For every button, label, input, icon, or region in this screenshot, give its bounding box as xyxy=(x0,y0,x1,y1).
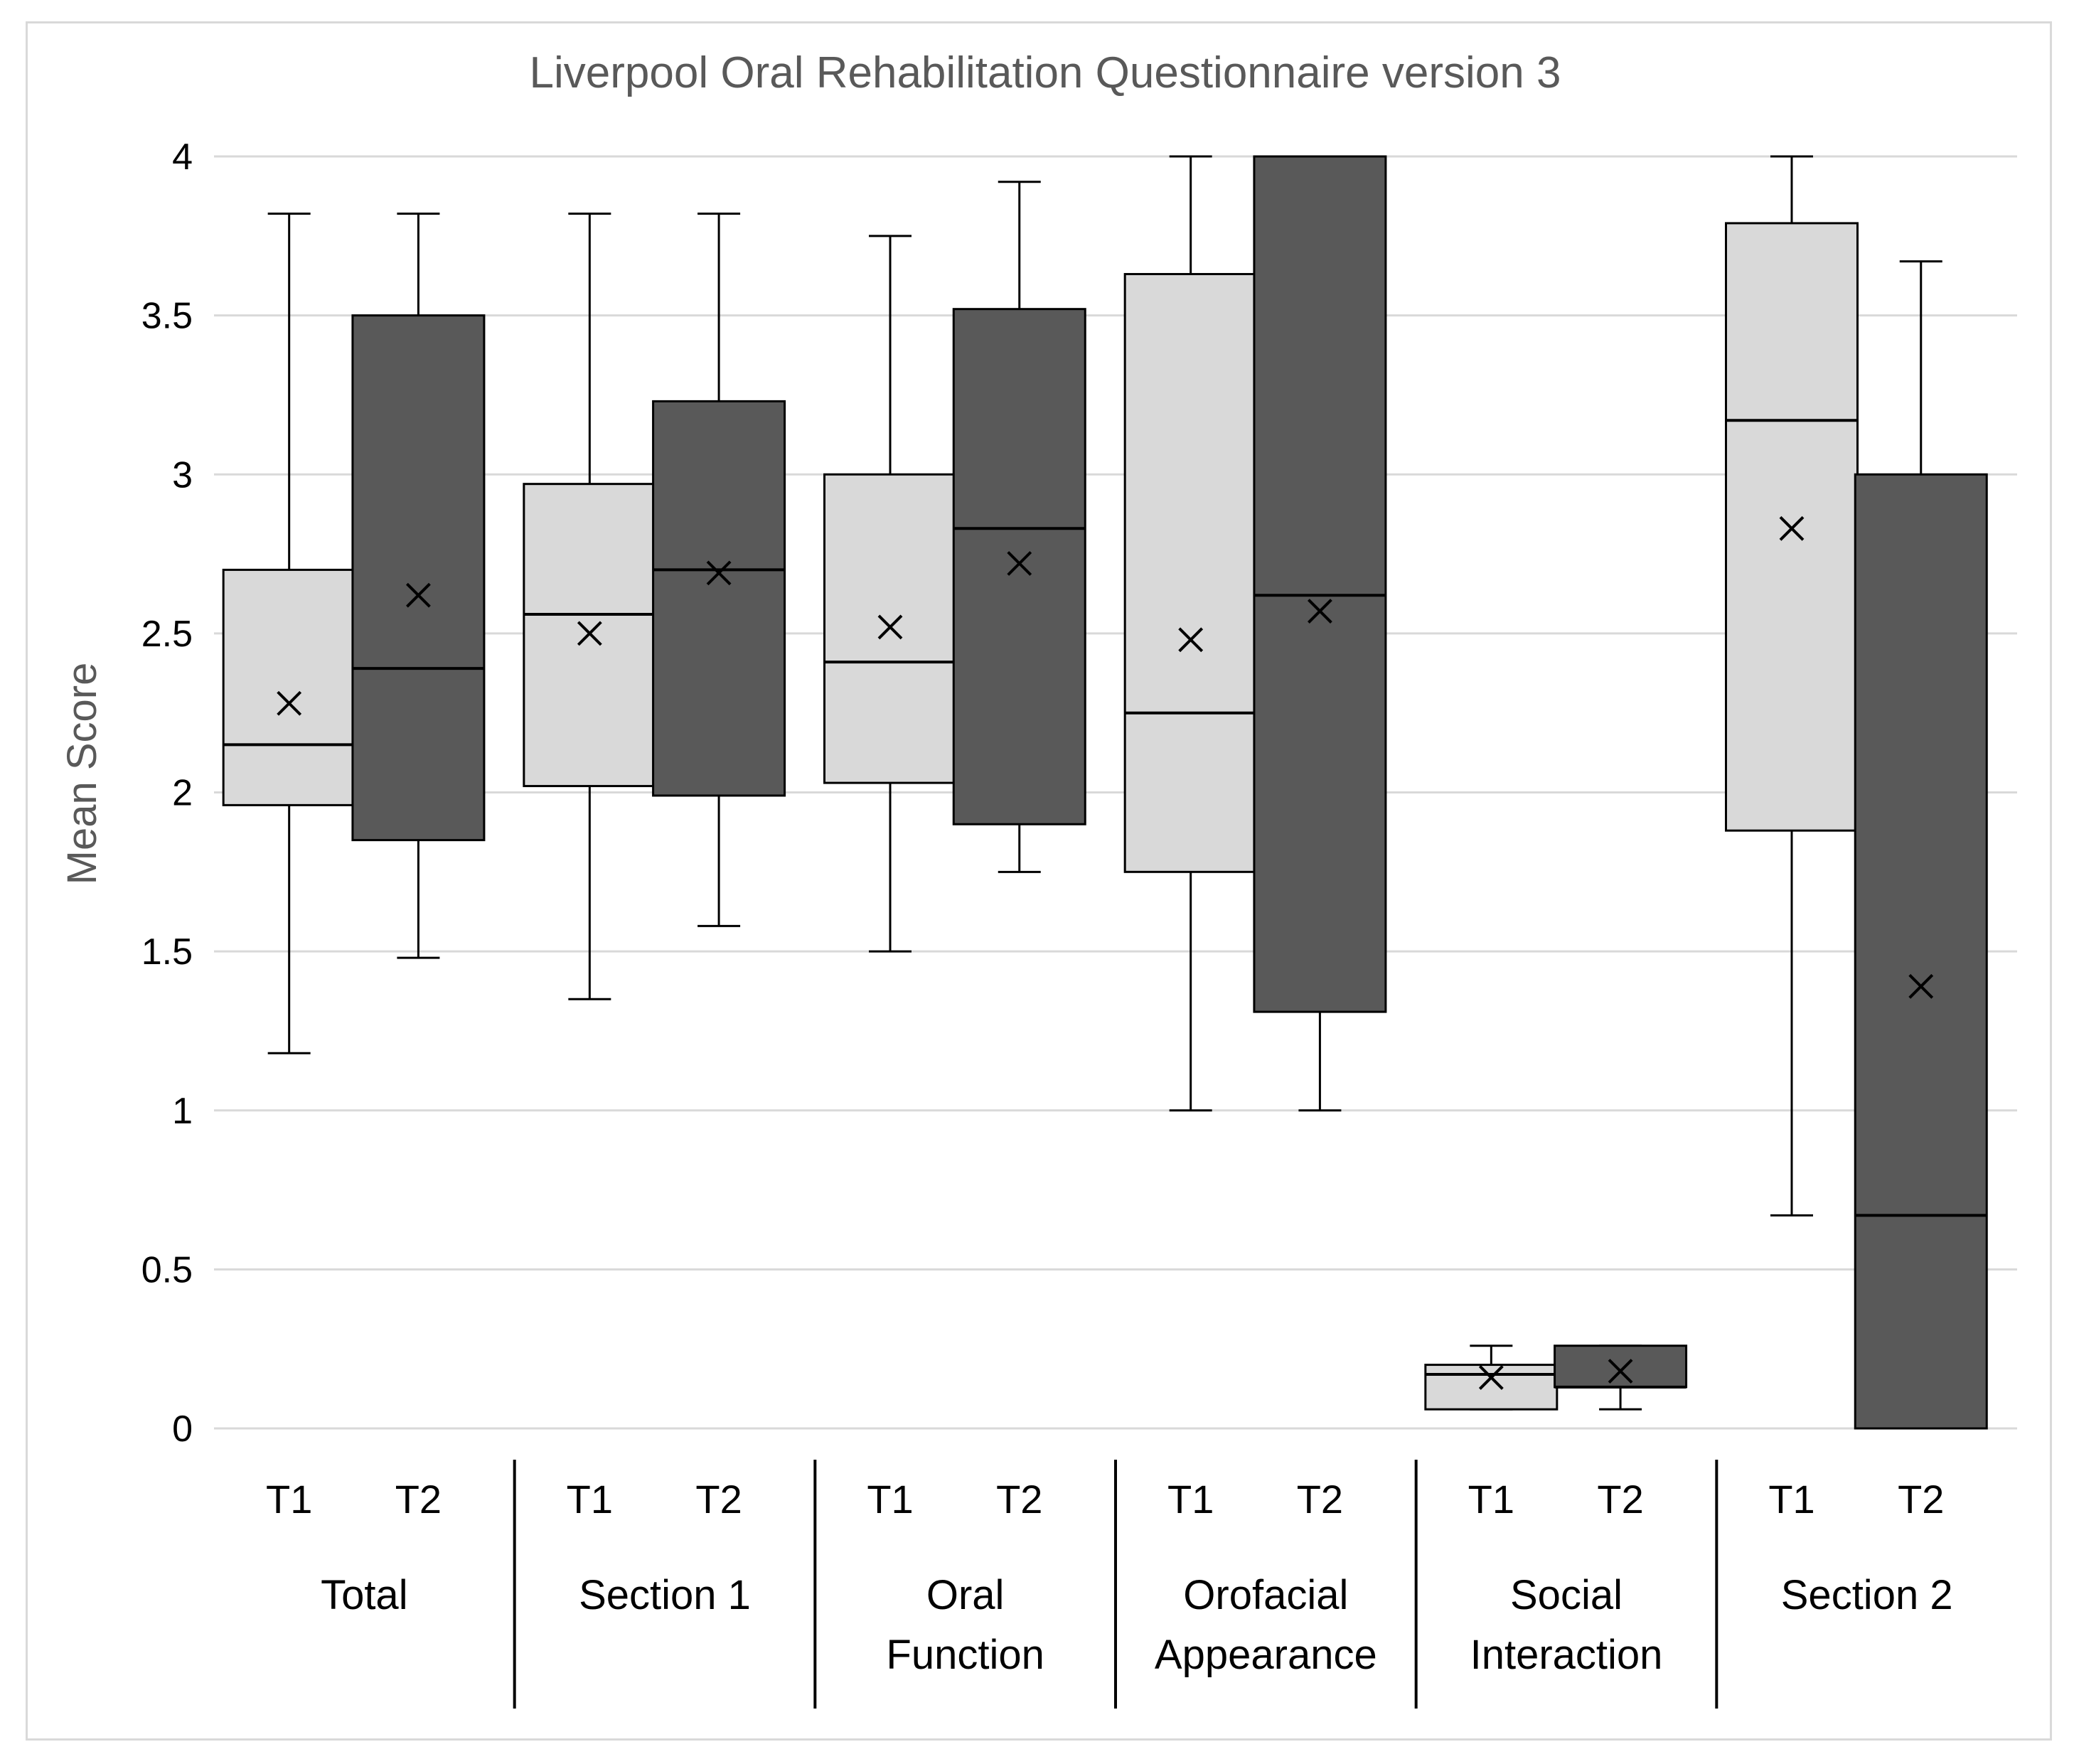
mean-marker-b xyxy=(1908,973,1934,999)
group-label-2-line-0: Oral xyxy=(926,1572,1005,1618)
category-label-4-T1: T1 xyxy=(1468,1477,1514,1522)
category-label-0-T1: T1 xyxy=(266,1477,312,1522)
mean-marker-b xyxy=(1779,515,1805,541)
category-label-1-T2: T2 xyxy=(695,1477,742,1522)
box-4-T1 xyxy=(1424,1345,1559,1411)
y-tick-label-3: 1.5 xyxy=(141,931,193,973)
y-tick-label-4: 2 xyxy=(172,773,193,814)
mean-marker-b xyxy=(1178,627,1204,653)
category-label-2-T2: T2 xyxy=(996,1477,1042,1522)
category-label-5-T1: T1 xyxy=(1768,1477,1814,1522)
chart-frame: Liverpool Oral Rehabilitation Questionna… xyxy=(26,21,2052,1741)
category-label-0-T2: T2 xyxy=(395,1477,442,1522)
category-label-5-T2: T2 xyxy=(1898,1477,1944,1522)
y-tick-label-7: 3.5 xyxy=(141,296,193,337)
group-label-1-line-0: Section 1 xyxy=(579,1572,751,1618)
boxes xyxy=(222,155,1988,1430)
box-2-T1 xyxy=(823,235,957,953)
gridlines xyxy=(214,155,2017,1430)
group-label-5-line-0: Section 2 xyxy=(1781,1572,1953,1618)
box-iqr xyxy=(1424,1364,1559,1411)
group-label-3-line-1: Appearance xyxy=(1155,1632,1377,1678)
box-iqr xyxy=(1123,272,1258,873)
box-iqr xyxy=(652,400,786,797)
category-label-3-T1: T1 xyxy=(1167,1477,1214,1522)
mean-marker-b xyxy=(277,690,302,716)
y-tick-label-5: 2.5 xyxy=(141,614,193,655)
box-5-T1 xyxy=(1725,155,1859,1217)
group-label-3-line-0: Orofacial xyxy=(1183,1572,1348,1618)
mean-marker-b xyxy=(577,621,602,646)
mean-marker-b xyxy=(706,560,732,586)
group-label-2-line-1: Function xyxy=(886,1632,1044,1678)
box-iqr xyxy=(222,568,356,806)
mean-marker-b xyxy=(1307,599,1332,624)
mean-marker-b xyxy=(1007,551,1032,576)
y-tick-labels: 0 0.5 1 1.5 2 2.5 3 3.5 4 xyxy=(141,137,193,1450)
box-iqr xyxy=(1253,155,1387,1013)
category-label-2-T1: T1 xyxy=(867,1477,913,1522)
box-iqr xyxy=(952,308,1086,825)
box-2-T2 xyxy=(952,181,1086,873)
box-plot-chart: Liverpool Oral Rehabilitation Questionna… xyxy=(59,48,2017,1709)
mean-marker-b xyxy=(405,582,431,608)
mean-marker-b xyxy=(1478,1365,1504,1390)
category-label-1-T1: T1 xyxy=(567,1477,613,1522)
box-5-T2 xyxy=(1854,260,1988,1430)
box-3-T1 xyxy=(1123,155,1258,1112)
box-4-T2 xyxy=(1554,1345,1688,1411)
y-tick-label-6: 3 xyxy=(172,454,193,496)
group-label-4-line-0: Social xyxy=(1510,1572,1623,1618)
box-3-T2 xyxy=(1253,155,1387,1112)
category-label-4-T2: T2 xyxy=(1597,1477,1643,1522)
box-iqr xyxy=(1554,1345,1688,1389)
group-label-4-line-1: Interaction xyxy=(1470,1632,1663,1678)
box-1-T1 xyxy=(523,213,657,1000)
box-0-T1 xyxy=(222,213,356,1054)
category-label-3-T2: T2 xyxy=(1297,1477,1343,1522)
mean-marker-b xyxy=(1608,1359,1633,1384)
mean-marker-b xyxy=(877,614,903,640)
y-tick-label-8: 4 xyxy=(172,137,193,178)
group-label-0-line-0: Total xyxy=(321,1572,408,1618)
x-axis-labels: T1 T2 Total T1 T2 Section 1 T1 T2 Oral Function T1… xyxy=(266,1460,1953,1709)
box-iqr xyxy=(351,314,486,842)
y-tick-label-1: 0.5 xyxy=(141,1249,193,1290)
y-axis-label: Mean Score xyxy=(59,663,105,885)
y-tick-label-0: 0 xyxy=(172,1408,193,1450)
chart-title: Liverpool Oral Rehabilitation Questionna… xyxy=(530,48,1561,97)
y-tick-label-2: 1 xyxy=(172,1091,193,1132)
box-0-T2 xyxy=(351,213,486,959)
box-iqr xyxy=(1854,473,1988,1430)
box-1-T2 xyxy=(652,213,786,927)
